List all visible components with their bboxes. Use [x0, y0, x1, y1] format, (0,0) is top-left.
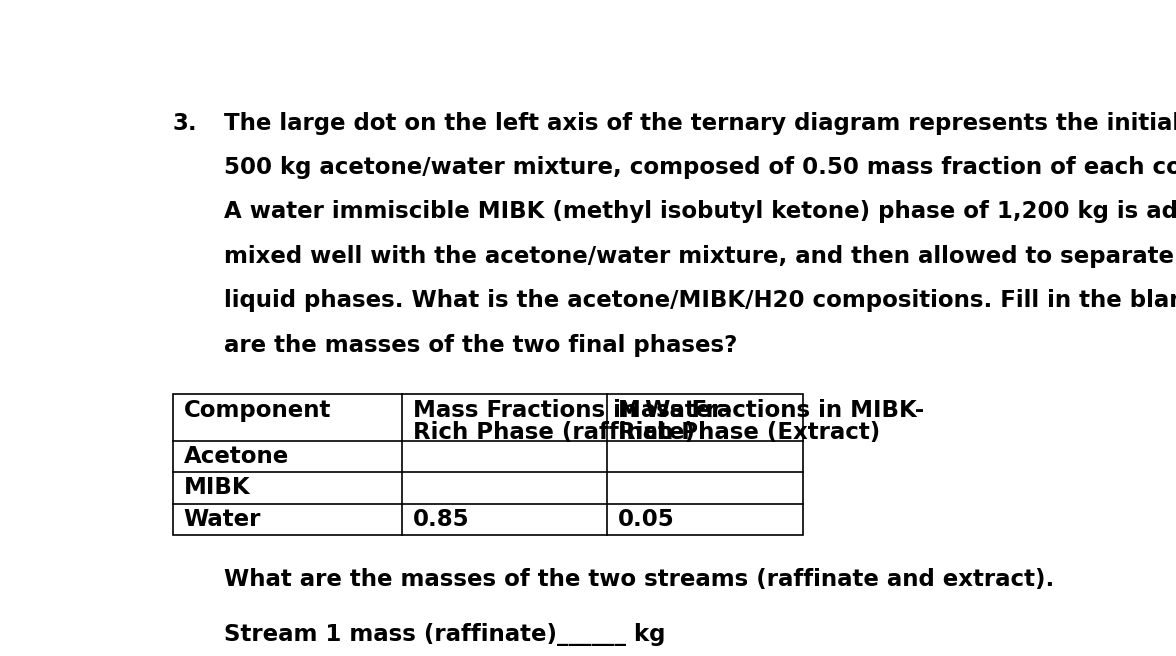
Text: Mass Fractions in MIBK-: Mass Fractions in MIBK- — [619, 400, 924, 422]
Text: Stream 1 mass (raffinate)______ kg: Stream 1 mass (raffinate)______ kg — [225, 623, 666, 646]
Text: mixed well with the acetone/water mixture, and then allowed to separate into two: mixed well with the acetone/water mixtur… — [225, 245, 1176, 268]
Text: Mass Fractions in Water-: Mass Fractions in Water- — [413, 400, 733, 422]
Text: The large dot on the left axis of the ternary diagram represents the initial con: The large dot on the left axis of the te… — [225, 112, 1176, 134]
Text: liquid phases. What is the acetone/MIBK/H20 compositions. Fill in the blanks, wh: liquid phases. What is the acetone/MIBK/… — [225, 289, 1176, 312]
Text: Water: Water — [183, 508, 261, 531]
Text: What are the masses of the two streams (raffinate and extract).: What are the masses of the two streams (… — [225, 567, 1055, 590]
Text: 0.05: 0.05 — [619, 508, 675, 531]
Text: 0.85: 0.85 — [413, 508, 469, 531]
Text: MIBK: MIBK — [183, 476, 250, 499]
Text: Rich Phase (Extract): Rich Phase (Extract) — [619, 421, 881, 444]
Text: are the masses of the two final phases?: are the masses of the two final phases? — [225, 334, 737, 357]
Text: 500 kg acetone/water mixture, composed of 0.50 mass fraction of each component.: 500 kg acetone/water mixture, composed o… — [225, 156, 1176, 179]
Text: Component: Component — [183, 400, 330, 422]
Text: Rich Phase (raffinate): Rich Phase (raffinate) — [413, 421, 695, 444]
Text: A water immiscible MIBK (methyl isobutyl ketone) phase of 1,200 kg is added and: A water immiscible MIBK (methyl isobutyl… — [225, 201, 1176, 224]
Text: Acetone: Acetone — [183, 445, 288, 468]
Text: 3.: 3. — [173, 112, 198, 134]
Bar — [173, 394, 803, 535]
